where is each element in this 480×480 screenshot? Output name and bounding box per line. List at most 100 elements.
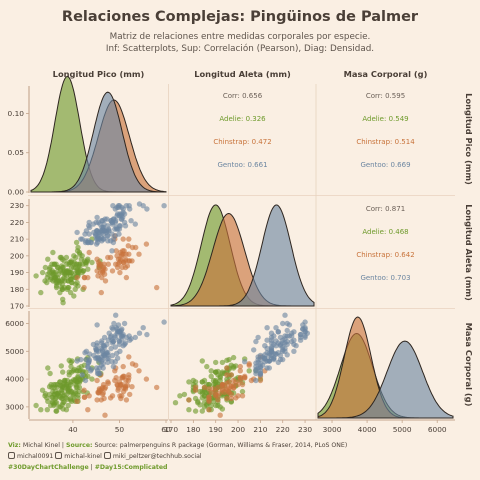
scatter-point: [77, 376, 83, 382]
hashtag-day[interactable]: #Day15:Complicated: [94, 464, 168, 471]
scatter-point: [275, 329, 281, 335]
source-text: Source: palmerpenguins R package (Gorman…: [94, 442, 348, 449]
scatter-point: [120, 236, 126, 242]
scatter-point: [136, 251, 142, 257]
scatter-point: [213, 359, 219, 366]
scatter-point: [123, 334, 130, 341]
scatter-point: [127, 258, 133, 264]
scatter-point: [94, 214, 100, 221]
scatter-point: [116, 231, 122, 237]
scatter-point: [73, 239, 80, 246]
scatter-point: [84, 258, 91, 264]
scatter-point: [82, 231, 88, 237]
scatter-point: [132, 334, 138, 341]
scatter-point: [60, 383, 66, 389]
scatter-point: [100, 236, 107, 242]
scatter-point: [257, 365, 264, 371]
scatter-point: [96, 365, 103, 371]
scatter-point: [109, 268, 116, 274]
scatter-point: [107, 334, 114, 341]
scatter-point: [161, 203, 167, 209]
scatter-point: [268, 352, 275, 359]
scatter-point: [133, 362, 139, 368]
scatter-point: [268, 334, 275, 341]
scatter-point: [253, 370, 259, 377]
scatter-point: [110, 363, 117, 370]
scatter-point: [112, 368, 118, 374]
handle-github[interactable]: michal0091: [17, 453, 54, 460]
scatter-point: [210, 386, 217, 392]
scatter-point: [45, 256, 51, 262]
scatter-point: [284, 352, 290, 358]
scatter-point: [42, 393, 48, 399]
corr-label-3-4: Gentoo: 0.703: [360, 274, 410, 282]
x-tick-label-bill-40: 40: [68, 425, 78, 434]
scatter-point: [257, 370, 264, 377]
column-header-3: Masa Corporal (g): [344, 69, 428, 79]
scatter-point: [55, 271, 62, 277]
scatter-point: [44, 407, 50, 413]
scatter-point: [239, 388, 246, 395]
y-tick-label-density-0.10: 0.10: [8, 109, 25, 118]
scatter-point: [213, 369, 219, 375]
x-tick-label-bill-60: 60: [161, 425, 171, 434]
scatter-point: [239, 393, 246, 399]
scatter-point: [96, 261, 103, 267]
scatter-point: [228, 391, 234, 398]
scatter-point: [123, 397, 130, 403]
scatter-point: [102, 216, 108, 222]
scatter-point: [81, 274, 88, 281]
scatter-point: [78, 363, 85, 370]
scatter-point: [85, 407, 91, 413]
footer-line-1: Viz: Michal Kinel | Source: Source: palm…: [8, 440, 347, 451]
scatter-point: [113, 375, 119, 381]
scatter-point: [192, 408, 199, 414]
scatter-point: [291, 348, 297, 354]
scatter-point: [94, 343, 100, 349]
scatter-point: [89, 259, 95, 266]
scatter-point: [78, 236, 84, 242]
scatter-point: [219, 382, 226, 388]
scatter-point: [123, 251, 129, 257]
scatter-point: [123, 203, 130, 209]
scatter-point: [282, 345, 288, 352]
scatter-point: [302, 334, 308, 341]
scatter-point: [81, 284, 87, 291]
scatter-point: [228, 372, 234, 378]
scatter-point: [224, 395, 230, 402]
handle-mastodon[interactable]: miki_peltzer@techhub.social: [112, 453, 202, 460]
scatter-point: [204, 363, 210, 370]
scatter-point: [58, 363, 64, 369]
scatter-point: [197, 402, 203, 408]
scatter-point: [74, 229, 80, 236]
scatter-point: [109, 340, 116, 346]
density-mass-gentoo: [318, 340, 454, 419]
scatter-point: [101, 271, 108, 277]
pairplot-matrix: Longitud Pico (mm) Longitud Aleta (mm) Mas…: [5, 69, 474, 434]
hashtag-challenge[interactable]: #30DayChartChallenge: [8, 464, 89, 471]
footer: Viz: Michal Kinel | Source: Source: palm…: [8, 440, 347, 473]
scatter-point: [96, 386, 103, 392]
scatter-point: [57, 404, 63, 410]
scatter-point: [99, 338, 105, 344]
scatter-point: [186, 397, 192, 403]
scatter-point: [102, 412, 108, 418]
scatter-point: [119, 264, 125, 271]
scatter-point: [87, 351, 93, 357]
scatter-point: [124, 382, 131, 388]
scatter-point: [114, 326, 120, 332]
scatter-point: [94, 239, 101, 246]
scatter-point: [215, 397, 221, 403]
scatter-point: [115, 322, 122, 328]
handle-linkedin[interactable]: michal-kinel: [64, 453, 102, 460]
corr-label-2-4: Gentoo: 0.669: [360, 161, 410, 169]
scatter-point: [86, 223, 92, 229]
scatter-point: [132, 221, 138, 227]
scatter-point: [233, 395, 239, 401]
scatter-point: [115, 204, 122, 211]
scatter-point: [199, 379, 205, 385]
y-tick-label-flipper-210: 210: [10, 235, 24, 244]
scatter-point: [154, 384, 160, 391]
scatter-point: [112, 334, 119, 341]
scatter-point: [117, 249, 124, 256]
